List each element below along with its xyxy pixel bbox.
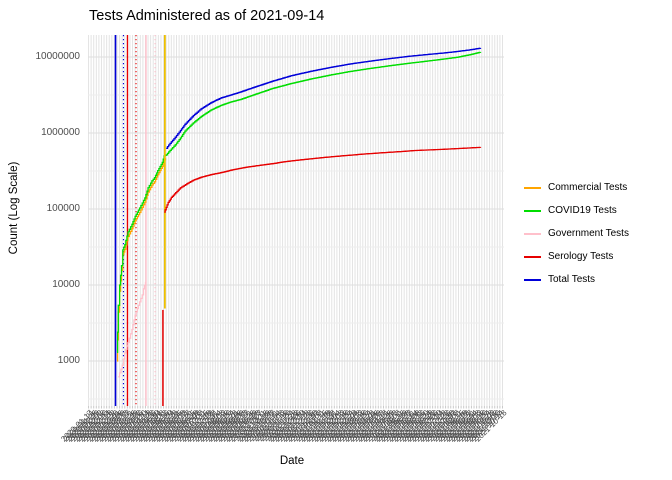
legend-key-line [524,255,541,258]
legend-item-label: Commercial Tests [548,182,628,193]
legend-item: Serology Tests [524,245,629,268]
y-tick-label: 1000000 [41,127,80,138]
series-serology-tests [164,146,482,213]
legend-item: Government Tests [524,222,629,245]
legend-item-label: Government Tests [548,228,629,239]
legend-item-label: Total Tests [548,274,596,285]
legend-item-label: Serology Tests [548,251,614,262]
legend-key-line [524,232,541,235]
legend-item: Commercial Tests [524,176,629,199]
legend-key-line [524,186,541,189]
plot-title: Tests Administered as of 2021-09-14 [89,8,325,24]
series-government-tests [118,281,147,378]
legend-item: Total Tests [524,268,629,291]
legend-item-label: COVID19 Tests [548,205,617,216]
y-tick-label: 10000 [52,279,80,290]
legend-key-line [524,278,541,281]
legend: Commercial Tests COVID19 Tests Government … [524,176,629,291]
legend-item: COVID19 Tests [524,199,629,222]
series-covid19-tests [116,51,482,353]
series-commercial-tests [116,158,167,362]
x-axis-title: Date [279,455,305,467]
series-total-tests [166,47,482,149]
y-tick-label: 1000 [57,355,80,366]
legend-key-line [524,209,541,212]
y-tick-label: 10000000 [35,51,81,62]
y-tick-label: 100000 [46,203,80,214]
